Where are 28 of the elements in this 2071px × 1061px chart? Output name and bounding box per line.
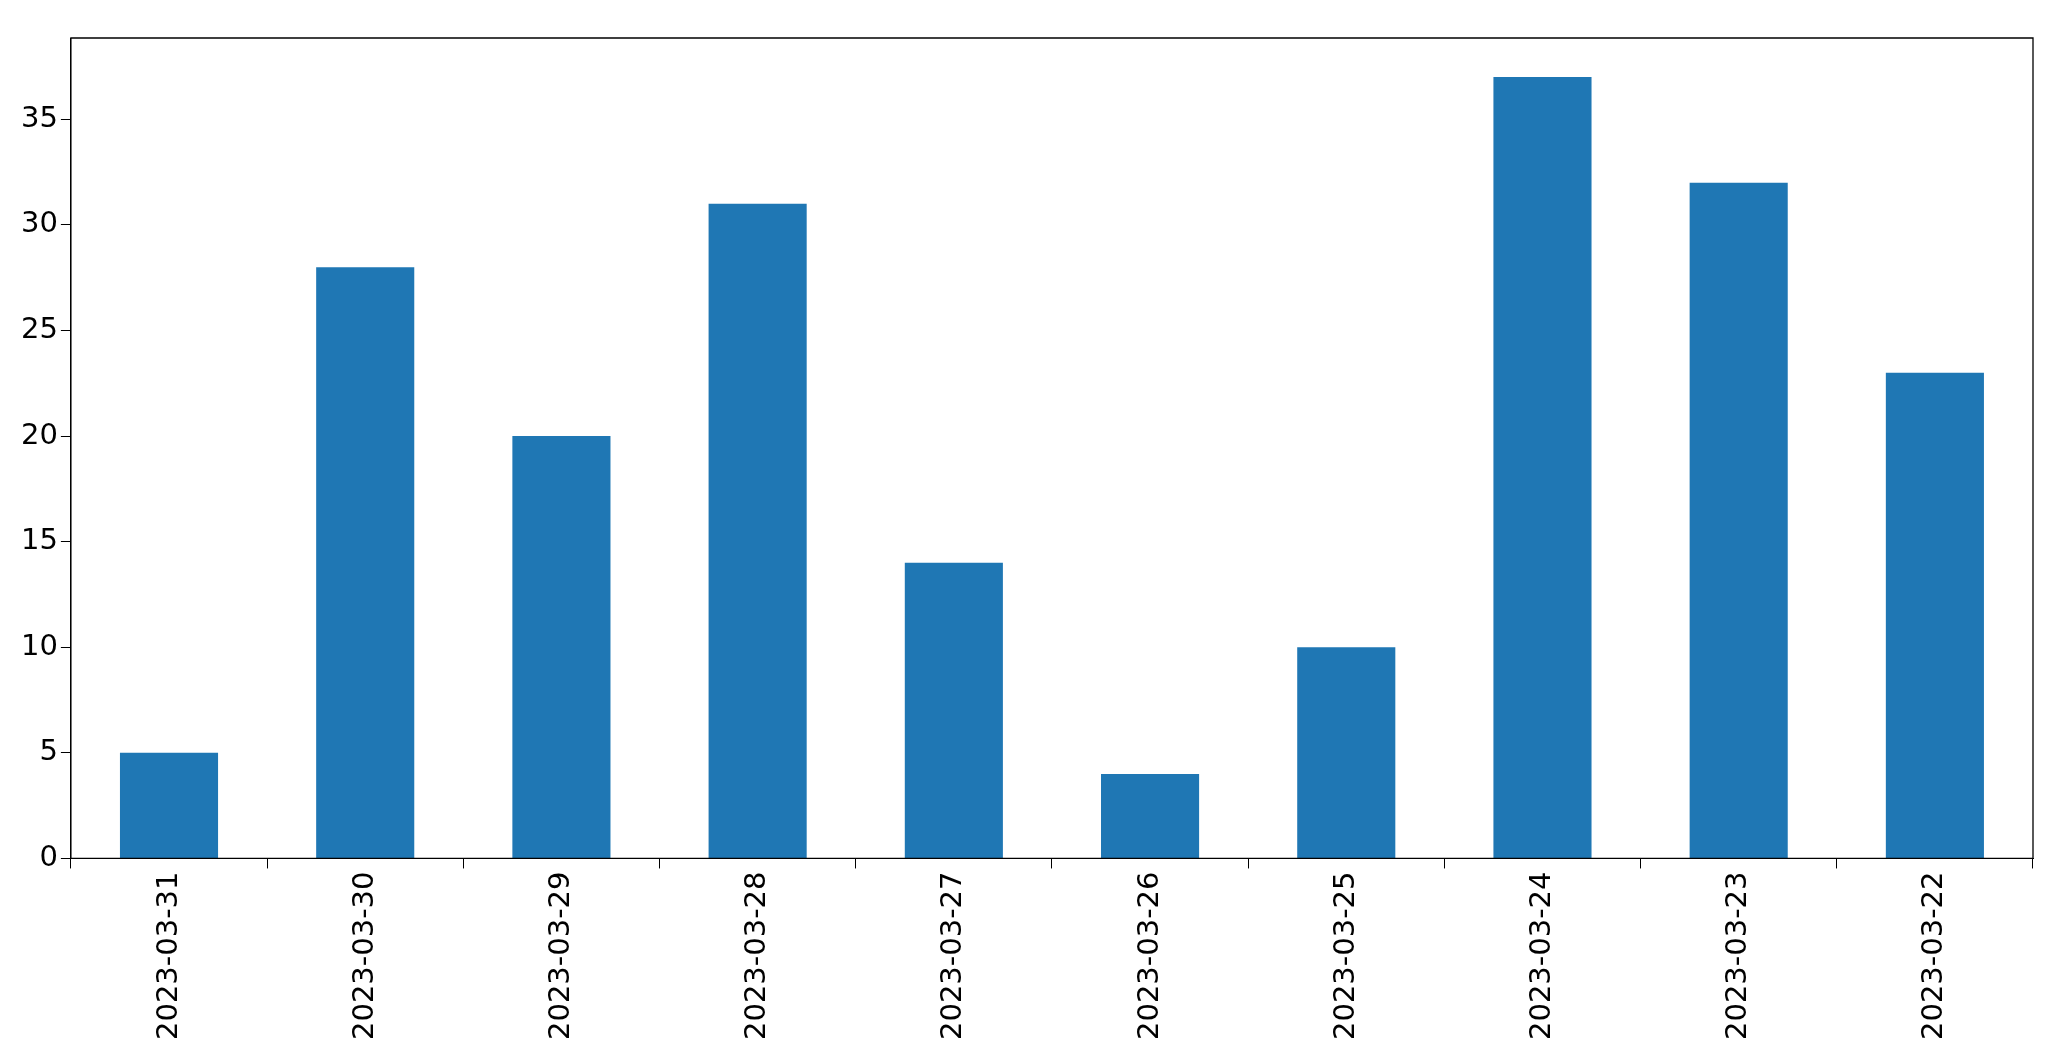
bar bbox=[512, 436, 611, 858]
y-tick-label: 20 bbox=[21, 416, 58, 451]
y-tick-label: 5 bbox=[39, 733, 58, 768]
bar bbox=[904, 562, 1003, 858]
y-tick-label: 15 bbox=[21, 522, 58, 557]
bar bbox=[1101, 773, 1200, 858]
bar bbox=[1297, 647, 1396, 858]
bar bbox=[1493, 77, 1592, 858]
x-tick-label: 2023-03-22 bbox=[1915, 871, 1950, 1041]
bar bbox=[1689, 182, 1788, 858]
y-tick-label: 25 bbox=[21, 311, 58, 346]
x-tick-label: 2023-03-27 bbox=[934, 871, 969, 1041]
x-tick-label: 2023-03-24 bbox=[1523, 871, 1558, 1041]
y-tick-label: 10 bbox=[21, 627, 58, 662]
x-tick-label: 2023-03-28 bbox=[738, 871, 773, 1041]
x-tick-label: 2023-03-30 bbox=[345, 871, 380, 1041]
x-tick-label: 2023-03-23 bbox=[1719, 871, 1754, 1041]
bar bbox=[119, 752, 219, 858]
bar bbox=[316, 267, 415, 858]
y-tick-label: 35 bbox=[21, 99, 58, 134]
x-tick-label: 2023-03-25 bbox=[1326, 871, 1361, 1041]
bar bbox=[708, 203, 807, 858]
bar bbox=[1885, 372, 1984, 858]
x-tick-label: 2023-03-31 bbox=[149, 871, 184, 1041]
y-tick-label: 30 bbox=[21, 205, 58, 240]
y-tick-label: 0 bbox=[39, 839, 58, 873]
x-tick-label: 2023-03-26 bbox=[1130, 871, 1165, 1041]
x-tick-label: 2023-03-29 bbox=[541, 871, 576, 1041]
